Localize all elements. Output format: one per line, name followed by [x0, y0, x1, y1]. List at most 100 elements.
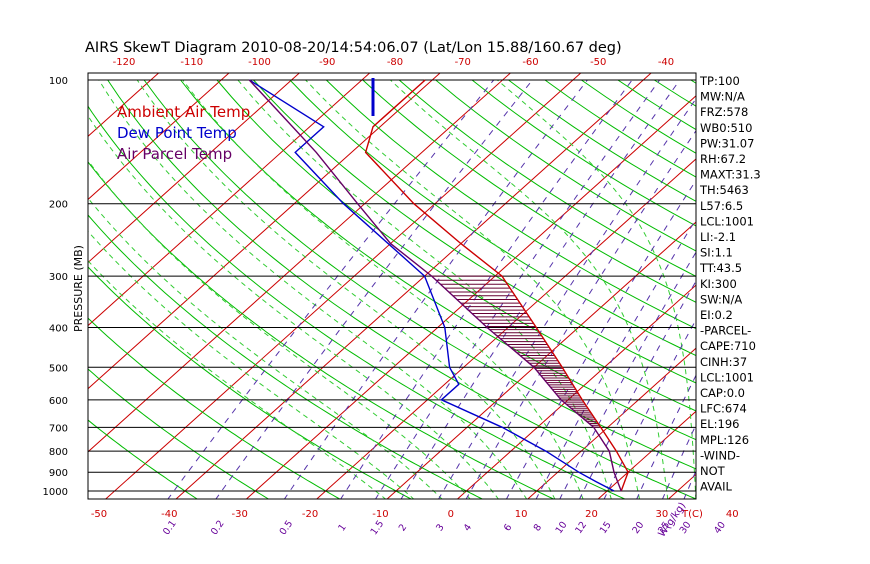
pressure-tick-label: 1000: [43, 487, 68, 498]
top-temperature-tick-label: -100: [248, 57, 271, 68]
index-entry: -WIND-: [700, 448, 740, 462]
dry-adiabat-line: [0, 80, 198, 500]
top-temperature-tick-label: -70: [455, 57, 471, 68]
pressure-tick-label: 900: [49, 468, 68, 479]
dry-adiabat-line: [654, 80, 870, 500]
mixing-ratio-line: [340, 80, 632, 500]
mixing-ratio-label: 1: [336, 522, 348, 533]
index-entry: TP:100: [699, 74, 740, 88]
moist-adiabat-line: [0, 80, 386, 500]
dry-adiabat-line: [0, 80, 270, 500]
moist-adiabat-line: [0, 80, 414, 500]
moist-adiabat-line: [66, 80, 499, 500]
bottom-temperature-tick-label: -20: [302, 509, 318, 520]
bottom-temperature-tick-label: -30: [232, 509, 248, 520]
index-entry: EL:196: [700, 417, 740, 431]
index-entry: PW:31.07: [700, 136, 754, 150]
mixing-ratio-label: 40: [712, 520, 728, 536]
mixing-ratio-label: 6: [502, 522, 514, 533]
index-entry: LI:-2.1: [700, 230, 736, 244]
index-entry: MW:N/A: [700, 90, 745, 104]
index-entry: AVAIL: [700, 480, 733, 494]
mixing-ratio-label: 3: [434, 522, 446, 533]
index-entry: TH:5463: [699, 183, 749, 197]
pressure-tick-label: 800: [49, 447, 68, 458]
mixing-ratio-label: 20: [630, 520, 646, 536]
bottom-temperature-tick-label: 40: [726, 509, 739, 520]
pressure-tick-label: 100: [49, 76, 68, 87]
mixing-ratio-label: 0.2: [209, 518, 227, 537]
dry-adiabat-line: [290, 80, 870, 500]
mixing-ratio-line: [167, 80, 493, 500]
mixing-ratio-label: 0.5: [278, 519, 296, 538]
indices-panel: TP:100MW:N/AFRZ:578WB0:510PW:31.07RH:67.…: [699, 74, 761, 494]
index-entry: CINH:37: [700, 355, 747, 369]
legend-entry: Ambient Air Temp: [117, 103, 250, 121]
top-temperature-tick-label: -110: [180, 57, 203, 68]
index-entry: L57:6.5: [700, 199, 743, 213]
mixing-ratio-line: [284, 80, 587, 500]
pressure-tick-label: 600: [49, 396, 68, 407]
dry-adiabat-line: [764, 80, 870, 500]
moist-adiabat-line: [137, 80, 555, 500]
mixing-ratio-label: 1.5: [369, 519, 387, 538]
mixing-ratio-label: 0.1: [161, 519, 179, 538]
mixing-ratio-line: [560, 80, 804, 500]
isotherm-line: [828, 29, 870, 545]
isotherm-line: [477, 29, 870, 545]
mixing-ratio-line: [579, 80, 818, 500]
mixing-ratio-line: [662, 80, 870, 500]
bottom-temperature-tick-label: 30: [655, 509, 668, 520]
mixing-ratio-label: 10: [554, 520, 570, 536]
index-entry: NOT: [700, 464, 726, 478]
index-entry: MPL:126: [700, 433, 749, 447]
index-entry: TT:43.5: [699, 261, 742, 275]
moist-adiabat-line: [99, 80, 527, 500]
pressure-tick-label: 300: [49, 272, 68, 283]
index-entry: SW:N/A: [700, 292, 742, 306]
mixing-ratio-label: 15: [598, 520, 614, 536]
index-entry: LCL:1001: [700, 370, 754, 384]
index-entry: KI:300: [700, 277, 737, 291]
top-temperature-tick-label: -60: [522, 57, 538, 68]
top-temperature-tick-label: -80: [387, 57, 403, 68]
index-entry: EI:0.2: [700, 308, 733, 322]
mixing-ratio-label: 8: [532, 522, 544, 533]
mixing-ratio-label: 12: [573, 520, 589, 536]
bottom-temperature-tick-label: -10: [372, 509, 388, 520]
ambient-temp-line: [366, 80, 628, 491]
index-entry: -PARCEL-: [700, 324, 751, 338]
pressure-tick-label: 700: [49, 423, 68, 434]
isotherm-line: [336, 29, 870, 545]
dry-adiabat-line: [363, 80, 870, 500]
dry-adiabat-line: [0, 80, 341, 500]
mixing-ratio-label: 2: [397, 522, 409, 533]
index-entry: CAPE:710: [700, 339, 756, 353]
chart-title: AIRS SkewT Diagram 2010-08-20/14:54:06.0…: [85, 40, 622, 56]
top-temperature-tick-label: -50: [590, 57, 606, 68]
dry-adiabat-line: [399, 80, 870, 500]
top-temperature-tick-label: -120: [113, 57, 136, 68]
moist-adiabat-line: [183, 80, 584, 500]
pressure-tick-label: 400: [49, 323, 68, 334]
top-temperature-tick-label: -40: [658, 57, 674, 68]
moist-adiabat-line: [238, 80, 612, 500]
bottom-temperature-tick-label: -50: [91, 509, 107, 520]
index-entry: WB0:510: [700, 121, 752, 135]
index-entry: SI:1.1: [700, 246, 733, 260]
dry-adiabat-line: [0, 80, 412, 500]
isotherm-line: [406, 29, 870, 545]
index-entry: LFC:674: [700, 402, 747, 416]
dry-adiabat-line: [254, 80, 870, 500]
index-entry: LCL:1001: [700, 214, 754, 228]
pressure-tick-label: 200: [49, 200, 68, 211]
isotherm-line: [758, 29, 870, 545]
legend-entry: Air Parcel Temp: [117, 145, 232, 163]
index-entry: FRZ:578: [700, 105, 748, 119]
index-entry: MAXT:31.3: [700, 168, 761, 182]
bottom-temperature-tick-label: 0: [448, 509, 454, 520]
pressure-tick-label: 500: [49, 363, 68, 374]
